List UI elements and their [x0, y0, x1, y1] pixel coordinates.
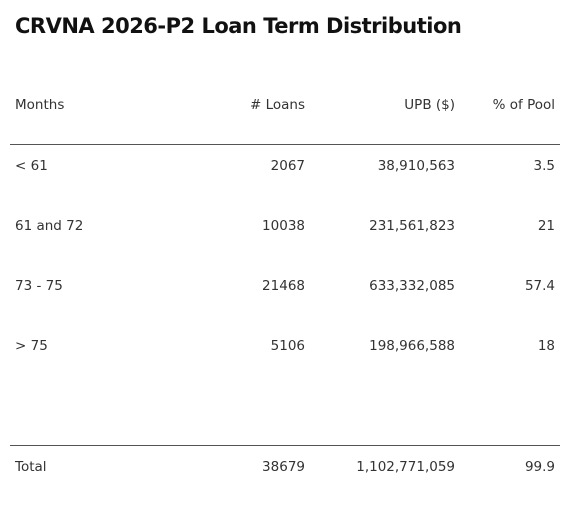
cell: 38,910,563	[377, 158, 455, 174]
total-row: Total 38679 1,102,771,059 99.9	[10, 459, 560, 479]
cell: 61 and 72	[15, 218, 84, 234]
title: CRVNA 2026-P2 Loan Term Distribution	[15, 14, 462, 38]
cell: 633,332,085	[369, 278, 455, 294]
data-row: < 61 2067 38,910,563 3.5	[10, 158, 560, 178]
data-row: > 75 5106 198,966,588 18	[10, 338, 560, 358]
header-row: Months # Loans UPB ($) % of Pool	[10, 97, 560, 117]
cell: 21	[537, 218, 555, 234]
cell: 3.5	[533, 158, 555, 174]
cell: Months	[15, 97, 65, 113]
cell: 18	[537, 338, 555, 354]
data-row: 61 and 72 10038 231,561,823 21	[10, 218, 560, 238]
data-row: 73 - 75 21468 633,332,085 57.4	[10, 278, 560, 298]
cell: 73 - 75	[15, 278, 63, 294]
cell: 198,966,588	[369, 338, 455, 354]
cell: 231,561,823	[369, 218, 455, 234]
cell: 38679	[262, 459, 305, 475]
header-rule	[10, 144, 560, 145]
cell: Total	[15, 459, 47, 475]
cell: # Loans	[249, 97, 305, 113]
cell: 99.9	[524, 459, 555, 475]
cell: 21468	[262, 278, 305, 294]
cell: < 61	[15, 158, 48, 174]
cell: 1,102,771,059	[356, 459, 455, 475]
cell: 2067	[270, 158, 305, 174]
cell: 10038	[262, 218, 305, 234]
cell: UPB ($)	[404, 97, 455, 113]
cell: 57.4	[524, 278, 555, 294]
cell: 5106	[270, 338, 305, 354]
cell: % of Pool	[492, 97, 555, 113]
total-rule	[10, 445, 560, 446]
cell: > 75	[15, 338, 48, 354]
